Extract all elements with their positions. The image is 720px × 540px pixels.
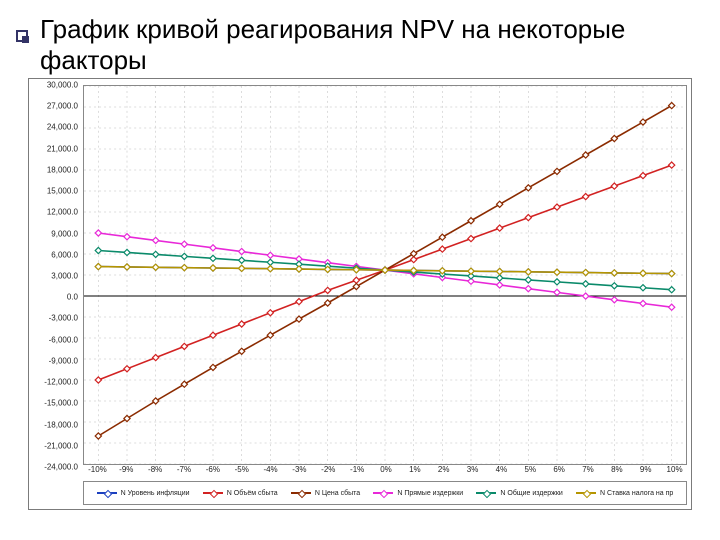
x-tick-label: -5% [235, 465, 249, 474]
x-tick-label: -6% [206, 465, 220, 474]
legend-item: N Цена сбыта [291, 490, 360, 497]
plot-area [83, 85, 687, 465]
y-axis-labels: 30,000.027,000.024,000.021,000.018,000.0… [31, 85, 81, 465]
y-tick-label: 3,000.0 [51, 272, 78, 281]
y-tick-label: -18,000.0 [44, 420, 78, 429]
x-tick-label: 7% [582, 465, 594, 474]
x-tick-label: 5% [525, 465, 537, 474]
npv-sensitivity-chart: 30,000.0 27,000.0 24,000.0 21,000.0 18,000.0… [28, 78, 692, 510]
legend-swatch [97, 492, 117, 494]
legend-swatch [373, 492, 393, 494]
legend-label: N Ставка налога на пр [600, 490, 673, 497]
y-tick-label: -9,000.0 [49, 356, 78, 365]
y-tick-label: -21,000.0 [44, 441, 78, 450]
legend-label: N Объём сбыта [227, 490, 278, 497]
x-tick-label: 2% [438, 465, 450, 474]
legend-item: N Прямые издержки [373, 490, 463, 497]
legend-label: N Прямые издержки [397, 490, 463, 497]
legend-item: N Общие издержки [476, 490, 562, 497]
y-tick-label: 24,000.0 [47, 123, 78, 132]
title-bullet [16, 30, 28, 42]
y-tick-label: 0.0 [67, 293, 78, 302]
x-tick-label: 0% [380, 465, 392, 474]
y-tick-label: -12,000.0 [44, 378, 78, 387]
slide-title: График кривой реагирования NPV на некото… [40, 14, 680, 75]
x-tick-label: -3% [292, 465, 306, 474]
y-tick-label: 15,000.0 [47, 187, 78, 196]
x-axis-labels: -10% -9% -8% -7% -6% -5% -4% -3% -2% -1% 0% 1% 2% 3% 4… [83, 465, 687, 479]
x-tick-label: -10% [88, 465, 107, 474]
legend-item: N Уровень инфляции [97, 490, 190, 497]
x-tick-label: 6% [553, 465, 565, 474]
x-tick-label: -2% [321, 465, 335, 474]
legend-label: N Цена сбыта [315, 490, 360, 497]
y-tick-label: 30,000.0 [47, 81, 78, 90]
legend-swatch [291, 492, 311, 494]
y-tick-label: 21,000.0 [47, 144, 78, 153]
x-tick-label: 3% [467, 465, 479, 474]
x-tick-label: -4% [263, 465, 277, 474]
x-tick-label: 9% [640, 465, 652, 474]
y-tick-label: -24,000.0 [44, 463, 78, 472]
slide: График кривой реагирования NPV на некото… [0, 0, 720, 540]
x-tick-label: -8% [148, 465, 162, 474]
x-tick-label: 4% [496, 465, 508, 474]
chart-legend: N Уровень инфляции N Объём сбыта N Цена сб… [83, 481, 687, 505]
x-tick-label: -1% [350, 465, 364, 474]
y-tick-label: 9,000.0 [51, 229, 78, 238]
x-tick-label: 10% [667, 465, 683, 474]
y-tick-label: -6,000.0 [49, 335, 78, 344]
x-tick-label: -7% [177, 465, 191, 474]
y-tick-label: 12,000.0 [47, 208, 78, 217]
y-tick-label: 6,000.0 [51, 250, 78, 259]
y-tick-label: -15,000.0 [44, 399, 78, 408]
legend-label: N Общие издержки [500, 490, 562, 497]
x-tick-label: 1% [409, 465, 421, 474]
legend-swatch [203, 492, 223, 494]
y-tick-label: 27,000.0 [47, 102, 78, 111]
y-tick-label: 18,000.0 [47, 165, 78, 174]
legend-item: N Объём сбыта [203, 490, 278, 497]
legend-swatch [476, 492, 496, 494]
legend-swatch [576, 492, 596, 494]
legend-label: N Уровень инфляции [121, 490, 190, 497]
legend-item: N Ставка налога на пр [576, 490, 673, 497]
x-tick-label: -9% [119, 465, 133, 474]
y-tick-label: -3,000.0 [49, 314, 78, 323]
x-tick-label: 8% [611, 465, 623, 474]
